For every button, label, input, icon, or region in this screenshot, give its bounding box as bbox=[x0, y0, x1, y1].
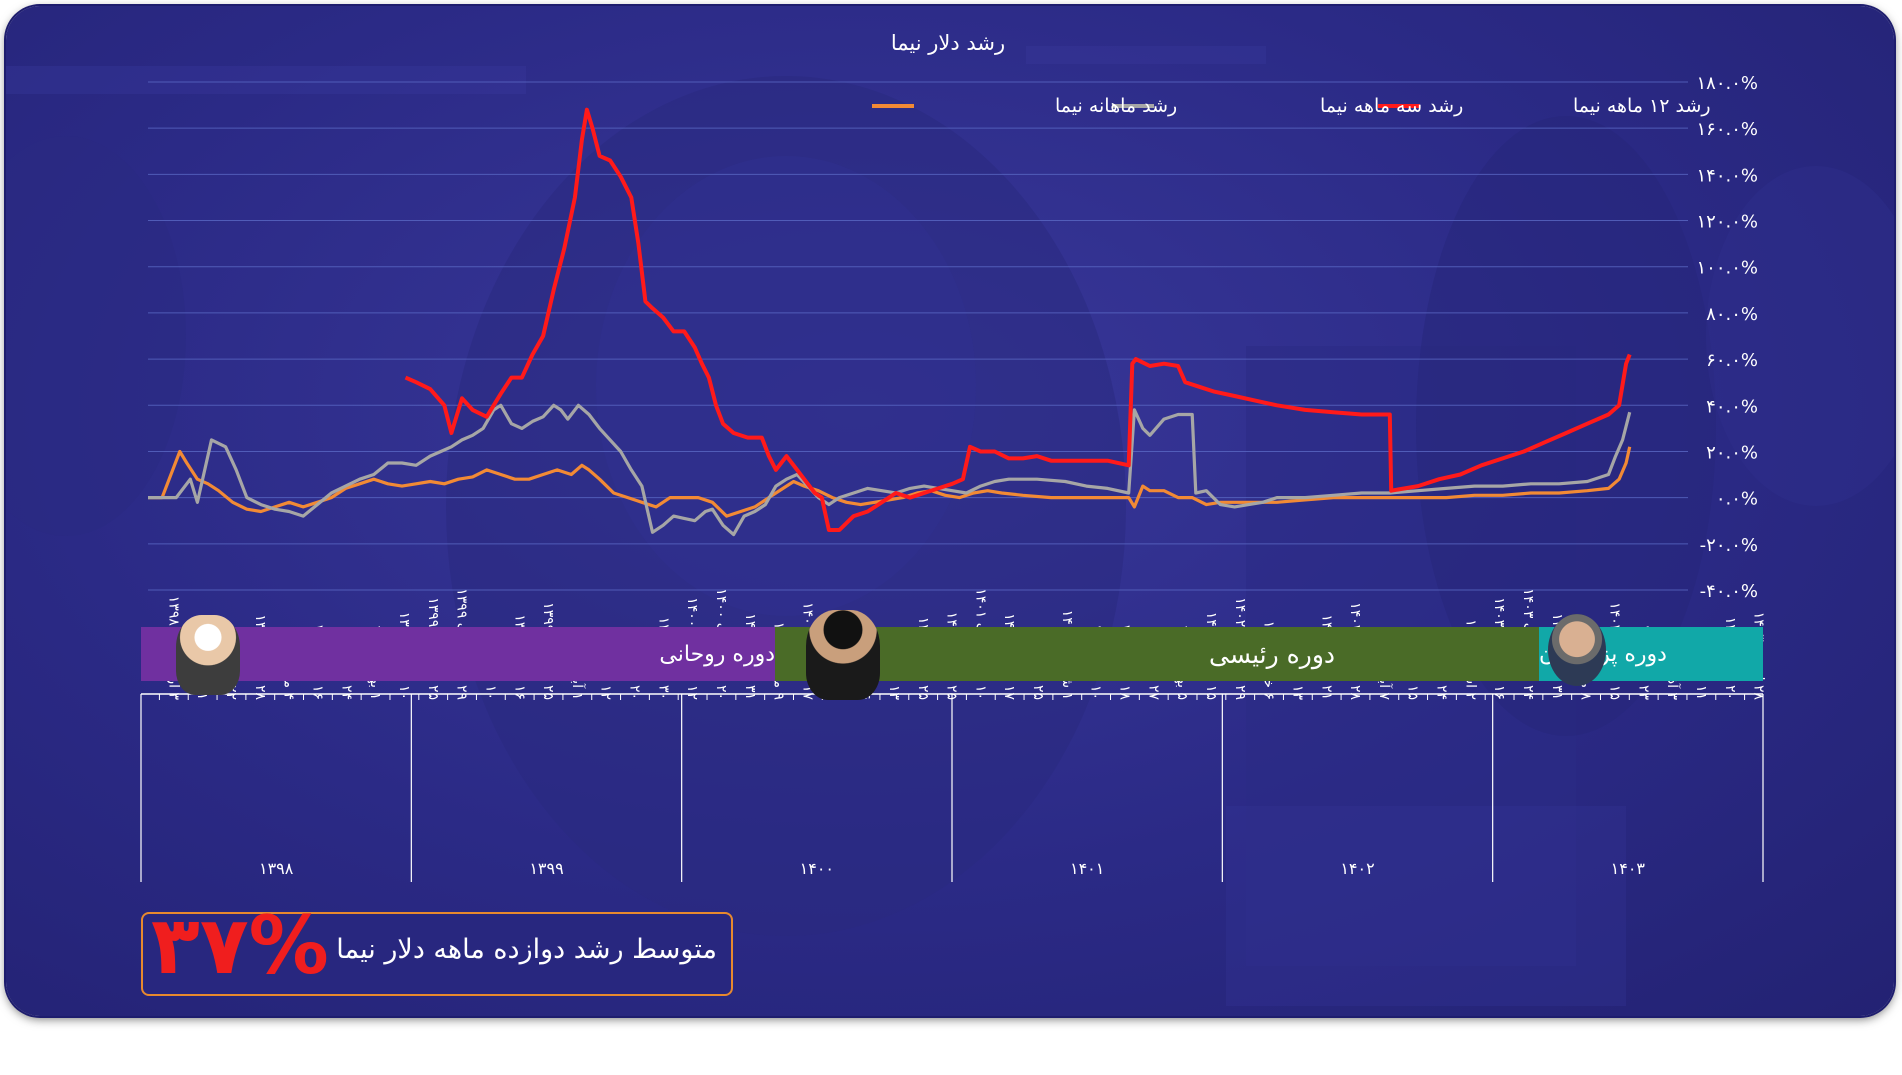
year-label: ۱۴۰۰ bbox=[800, 859, 834, 878]
year-label: ۱۴۰۲ bbox=[1340, 859, 1374, 878]
raisi-portrait-icon bbox=[806, 610, 880, 700]
year-label: ۱۴۰۱ bbox=[1070, 859, 1104, 878]
legend-item-monthly: رشد ماهانه نیما bbox=[872, 95, 1177, 117]
y-tick-label: ۰.۰% bbox=[1716, 489, 1758, 510]
chart-title: رشد دلار نیما bbox=[891, 31, 1005, 55]
period-band-rouhani: دوره روحانی bbox=[141, 627, 775, 681]
legend-item-3-month: رشد سه ماهه نیما bbox=[1112, 95, 1463, 117]
year-label: ۱۴۰۳ bbox=[1611, 859, 1646, 878]
period-label-raisi: دوره رئیسی bbox=[1208, 639, 1336, 669]
y-tick-label: ۴۰.۰% bbox=[1706, 396, 1758, 417]
legend-label-12-month: رشد ۱۲ ماهه نیما bbox=[1573, 95, 1711, 117]
y-tick-label: ۱۴۰.۰% bbox=[1697, 165, 1759, 186]
y-tick-label: ۱۶۰.۰% bbox=[1697, 119, 1759, 140]
y-axis-ticks: -۴۰.۰% -۲۰.۰% ۰.۰% ۲۰.۰% ۴۰.۰% ۶۰.۰% ۸۰.۰% ۱۰۰.… bbox=[1697, 73, 1759, 602]
y-tick-label: ۱۰۰.۰% bbox=[1697, 258, 1759, 279]
legend-label-3-month: رشد سه ماهه نیما bbox=[1320, 95, 1463, 117]
y-tick-label: ۱۸۰.۰% bbox=[1697, 73, 1759, 94]
pezeshkian-portrait-icon bbox=[1548, 614, 1606, 686]
grid-lines bbox=[148, 81, 1688, 591]
series-12-month bbox=[404, 107, 1632, 532]
rouhani-portrait-icon bbox=[176, 615, 240, 695]
average-growth-value: ۳۷% bbox=[151, 899, 329, 992]
series-lines bbox=[148, 107, 1632, 537]
year-label: ۱۳۹۹ bbox=[529, 859, 563, 878]
series-3-month bbox=[148, 403, 1632, 537]
y-tick-label: ۶۰.۰% bbox=[1706, 350, 1758, 371]
legend: رشد ۱۲ ماهه نیما رشد سه ماهه نیما رشد ما… bbox=[872, 95, 1711, 117]
y-tick-label: ۲۰.۰% bbox=[1706, 442, 1758, 463]
average-growth-label: متوسط رشد دوازده ماهه دلار نیما bbox=[336, 934, 717, 965]
y-tick-label: ۱۲۰.۰% bbox=[1697, 212, 1759, 233]
average-growth-box: ۳۷% متوسط رشد دوازده ماهه دلار نیما bbox=[141, 906, 733, 996]
y-tick-label: ۸۰.۰% bbox=[1706, 304, 1758, 325]
period-label-rouhani: دوره روحانی bbox=[659, 641, 775, 667]
legend-label-monthly: رشد ماهانه نیما bbox=[1055, 95, 1177, 117]
banknote-background bbox=[6, 46, 1894, 1006]
y-tick-label: -۴۰.۰% bbox=[1700, 581, 1758, 602]
y-tick-label: -۲۰.۰% bbox=[1700, 535, 1758, 556]
series-monthly bbox=[148, 446, 1632, 518]
year-label: ۱۳۹۸ bbox=[259, 859, 294, 878]
period-band-raisi: دوره رئیسی bbox=[775, 627, 1539, 681]
legend-item-12-month: رشد ۱۲ ماهه نیما bbox=[1378, 95, 1711, 117]
